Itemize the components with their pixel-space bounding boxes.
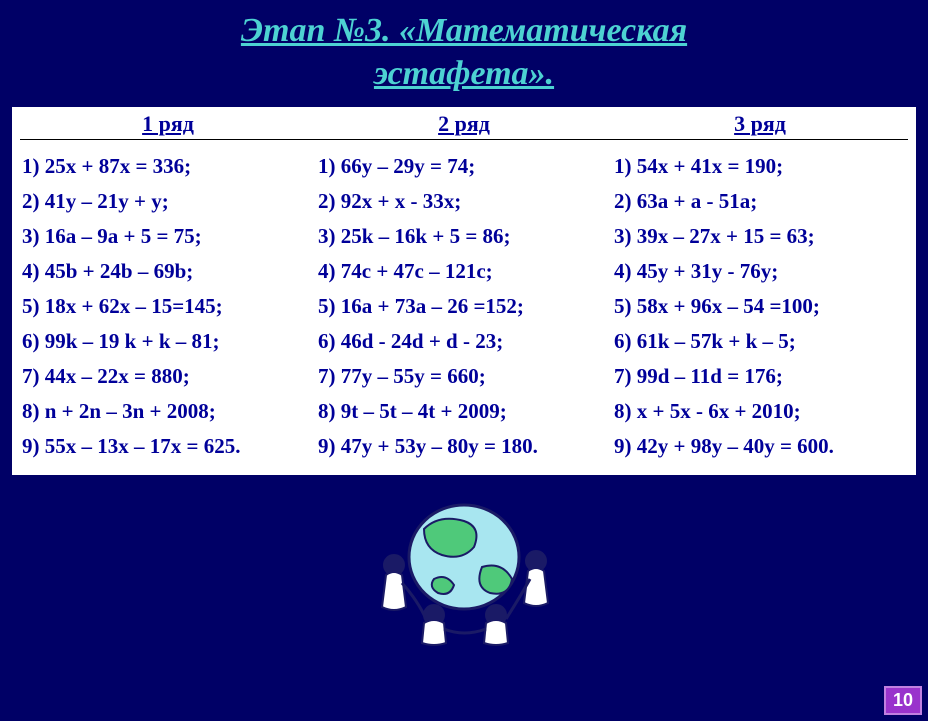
eq-item: 4) 74c + 47c – 121c; xyxy=(318,259,610,284)
eq-item: 6) 46d - 24d + d - 23; xyxy=(318,329,610,354)
eq-item: 9) 42y + 98y – 40y = 600. xyxy=(614,434,906,459)
eq-item: 5) 18x + 62x – 15=145; xyxy=(22,294,314,319)
content-rows: 1) 25x + 87x = 336; 2) 41y – 21y + y; 3)… xyxy=(20,140,908,469)
eq-item: 8) 9t – 5t – 4t + 2009; xyxy=(318,399,610,424)
eq-item: 5) 58x + 96x – 54 =100; xyxy=(614,294,906,319)
eq-item: 7) 77y – 55y = 660; xyxy=(318,364,610,389)
globe-children-icon xyxy=(354,479,574,647)
column-2: 1) 66y – 29y = 74; 2) 92x + x - 33x; 3) … xyxy=(316,140,612,469)
eq-item: 5) 16a + 73a – 26 =152; xyxy=(318,294,610,319)
title-line-2: эстафета». xyxy=(374,55,554,92)
eq-item: 1) 25x + 87x = 336; xyxy=(22,154,314,179)
eq-item: 8) x + 5x - 6x + 2010; xyxy=(614,399,906,424)
content-box: 1 ряд 2 ряд 3 ряд 1) 25x + 87x = 336; 2)… xyxy=(12,107,916,475)
page-number-value: 10 xyxy=(893,690,913,710)
eq-item: 9) 47y + 53y – 80y = 180. xyxy=(318,434,610,459)
eq-item: 3) 25k – 16k + 5 = 86; xyxy=(318,224,610,249)
eq-item: 1) 54x + 41x = 190; xyxy=(614,154,906,179)
eq-item: 7) 99d – 11d = 176; xyxy=(614,364,906,389)
eq-item: 2) 92x + x - 33x; xyxy=(318,189,610,214)
eq-item: 3) 39x – 27x + 15 = 63; xyxy=(614,224,906,249)
eq-item: 2) 41y – 21y + y; xyxy=(22,189,314,214)
column-1: 1) 25x + 87x = 336; 2) 41y – 21y + y; 3)… xyxy=(20,140,316,469)
eq-item: 4) 45y + 31y - 76y; xyxy=(614,259,906,284)
header-col-1: 1 ряд xyxy=(20,111,316,137)
column-headers: 1 ряд 2 ряд 3 ряд xyxy=(20,111,908,140)
slide-title: Этап №3. «Математическая эстафета». xyxy=(0,0,928,101)
eq-item: 6) 99k – 19 k + k – 81; xyxy=(22,329,314,354)
eq-item: 2) 63a + a - 51a; xyxy=(614,189,906,214)
eq-item: 6) 61k – 57k + k – 5; xyxy=(614,329,906,354)
eq-item: 9) 55x – 13x – 17x = 625. xyxy=(22,434,314,459)
title-line-1: Этап №3. «Математическая xyxy=(241,12,687,49)
eq-item: 1) 66y – 29y = 74; xyxy=(318,154,610,179)
header-col-3: 3 ряд xyxy=(612,111,908,137)
eq-item: 7) 44x – 22x = 880; xyxy=(22,364,314,389)
eq-item: 3) 16a – 9a + 5 = 75; xyxy=(22,224,314,249)
column-3: 1) 54x + 41x = 190; 2) 63a + a - 51a; 3)… xyxy=(612,140,908,469)
header-col-2: 2 ряд xyxy=(316,111,612,137)
eq-item: 4) 45b + 24b – 69b; xyxy=(22,259,314,284)
eq-item: 8) n + 2n – 3n + 2008; xyxy=(22,399,314,424)
page-number: 10 xyxy=(884,686,922,715)
